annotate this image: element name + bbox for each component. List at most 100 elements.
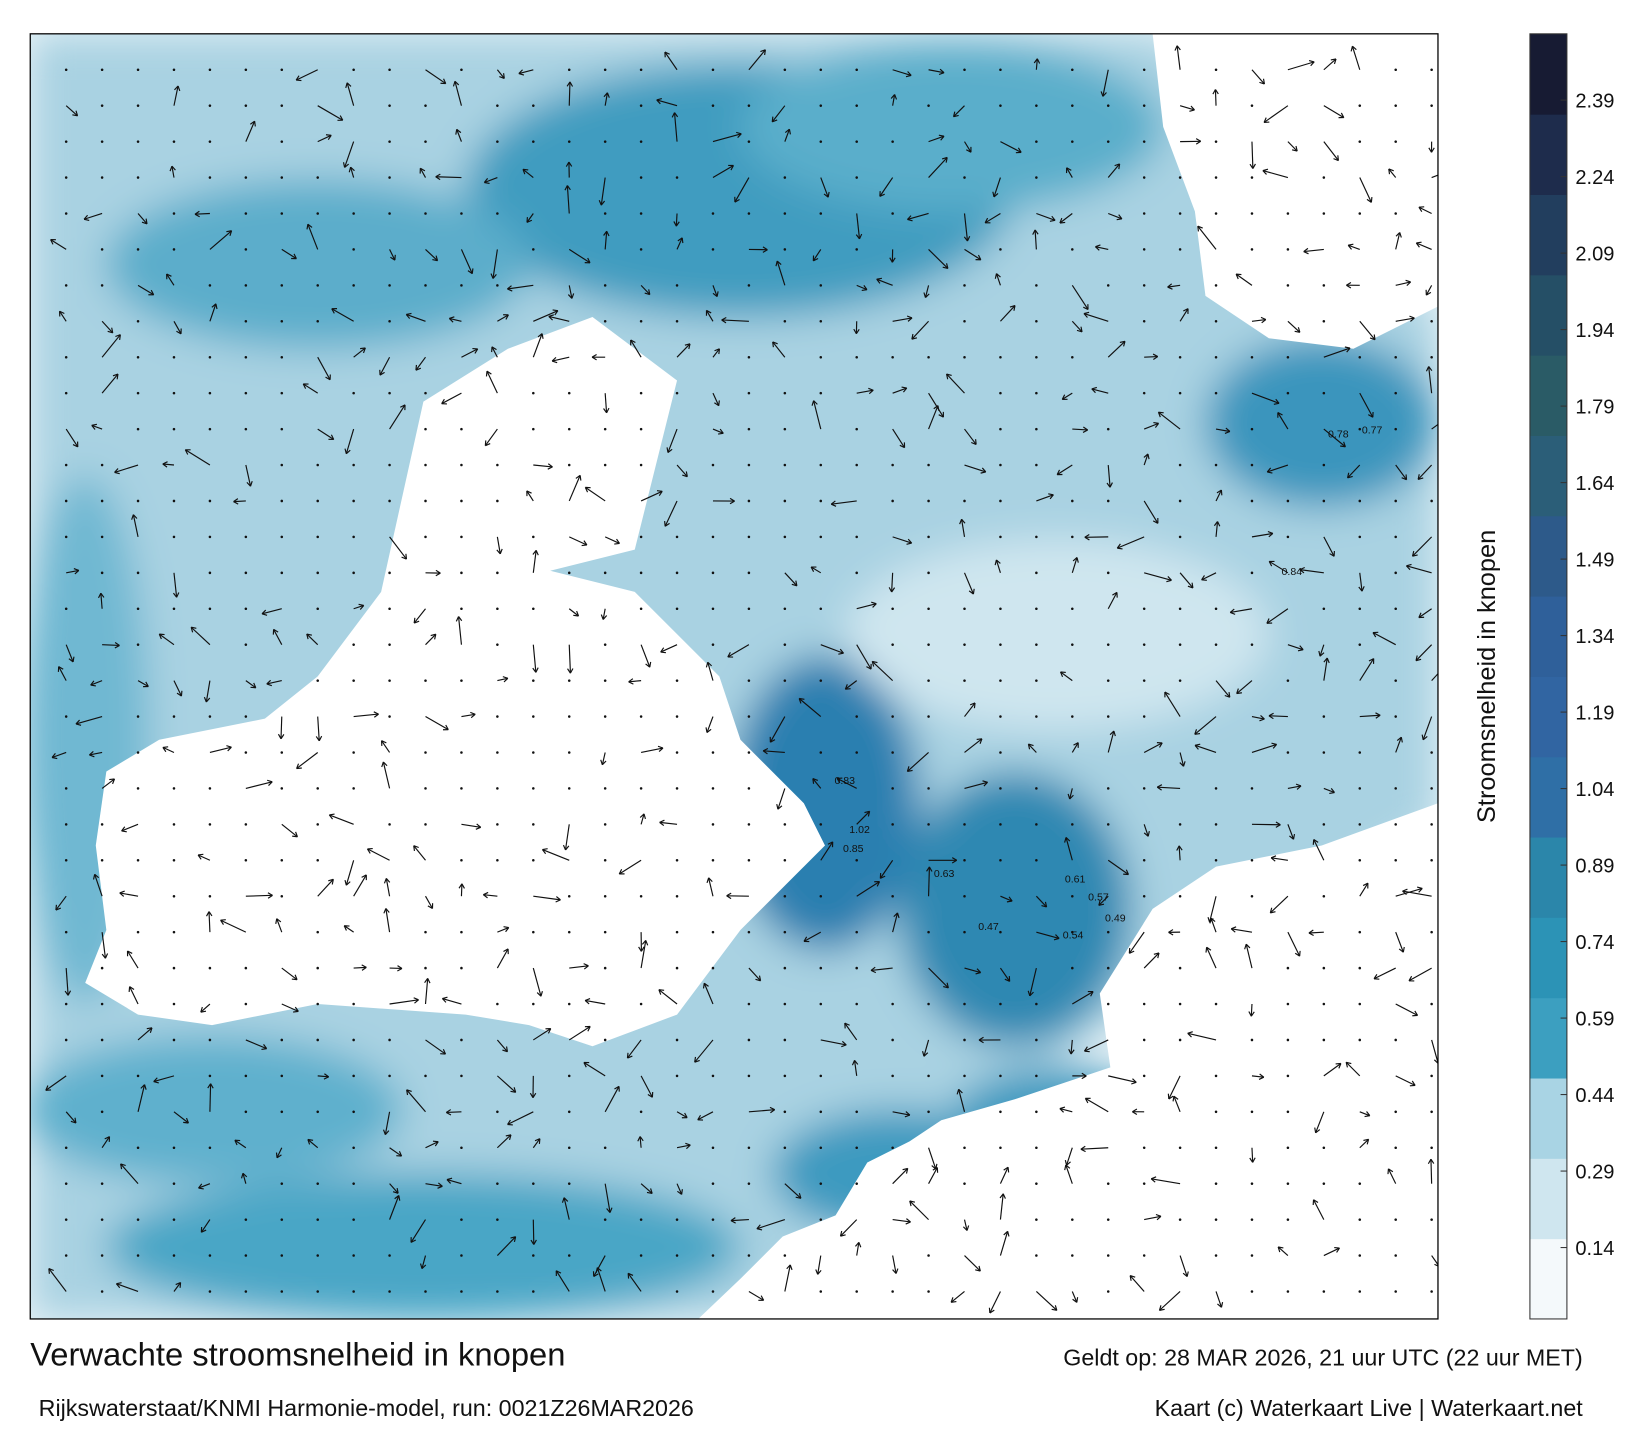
dot: [281, 536, 284, 539]
dot: [748, 607, 751, 610]
dot: [963, 679, 966, 682]
dot: [352, 212, 355, 215]
dot: [101, 1039, 104, 1042]
dot: [352, 1254, 355, 1257]
dot: [999, 500, 1002, 503]
dot: [784, 967, 787, 970]
dot: [1143, 1182, 1146, 1185]
dot: [1107, 823, 1110, 826]
dot: [712, 1290, 715, 1293]
dot: [101, 500, 104, 503]
dot: [820, 1111, 823, 1114]
dot: [388, 464, 391, 467]
dot: [1035, 356, 1038, 359]
dot: [1251, 428, 1254, 431]
dot: [245, 751, 248, 754]
dot: [496, 607, 499, 610]
dot: [460, 536, 463, 539]
dot: [137, 356, 140, 359]
dot: [1251, 1290, 1254, 1293]
dot: [388, 500, 391, 503]
dot: [281, 1075, 284, 1078]
dot: [1287, 284, 1290, 287]
dot: [855, 464, 858, 467]
dot: [748, 140, 751, 143]
dot: [891, 464, 894, 467]
dot: [712, 787, 715, 790]
dot: [65, 140, 68, 143]
dot: [855, 931, 858, 934]
dot: [1287, 1290, 1290, 1293]
colorbar-band: [1530, 837, 1567, 918]
dot: [820, 500, 823, 503]
dot: [1107, 428, 1110, 431]
dot: [1071, 643, 1074, 646]
colorbar-tick-label: 0.29: [1575, 1161, 1614, 1183]
dot: [173, 212, 176, 215]
dot: [316, 679, 319, 682]
dot: [820, 751, 823, 754]
dot: [784, 248, 787, 251]
dot: [316, 823, 319, 826]
dot: [424, 428, 427, 431]
dot: [712, 572, 715, 575]
dot: [1071, 536, 1074, 539]
dot: [173, 1146, 176, 1149]
dot: [496, 1290, 499, 1293]
dot: [532, 751, 535, 754]
dot: [568, 1003, 571, 1006]
dot: [352, 248, 355, 251]
dot: [388, 140, 391, 143]
dot: [1035, 1218, 1038, 1221]
dot: [748, 1146, 751, 1149]
dot: [1358, 1218, 1361, 1221]
dot: [245, 607, 248, 610]
dot: [784, 931, 787, 934]
dot: [1143, 715, 1146, 718]
dot: [855, 1003, 858, 1006]
dot: [640, 787, 643, 790]
dot: [748, 1075, 751, 1078]
dot: [1107, 284, 1110, 287]
dot: [712, 104, 715, 107]
dot: [1287, 679, 1290, 682]
dot: [496, 1003, 499, 1006]
dot: [784, 1003, 787, 1006]
arrow: [436, 177, 462, 178]
dot: [1107, 931, 1110, 934]
dot: [927, 572, 930, 575]
dot: [676, 1039, 679, 1042]
dot: [245, 104, 248, 107]
dot: [245, 572, 248, 575]
dot: [604, 895, 607, 898]
dot: [963, 895, 966, 898]
dot: [1215, 320, 1218, 323]
dot: [137, 500, 140, 503]
dot: [784, 212, 787, 215]
dot: [963, 356, 966, 359]
dot: [676, 1218, 679, 1221]
colorbar-tick-label: 1.19: [1575, 702, 1614, 724]
dot: [460, 428, 463, 431]
dot: [245, 643, 248, 646]
dot: [568, 751, 571, 754]
dot: [604, 787, 607, 790]
dot: [281, 500, 284, 503]
dot: [963, 859, 966, 862]
dot: [173, 1003, 176, 1006]
dot: [963, 176, 966, 179]
dot: [676, 715, 679, 718]
dot: [388, 68, 391, 71]
dot: [891, 356, 894, 359]
dot: [209, 536, 212, 539]
dot: [388, 284, 391, 287]
dot: [1215, 607, 1218, 610]
dot: [245, 284, 248, 287]
dot: [1071, 500, 1074, 503]
dot: [1179, 679, 1182, 682]
dot: [388, 643, 391, 646]
dot: [1251, 356, 1254, 359]
dot: [855, 1290, 858, 1293]
dot: [281, 140, 284, 143]
dot: [1323, 1039, 1326, 1042]
